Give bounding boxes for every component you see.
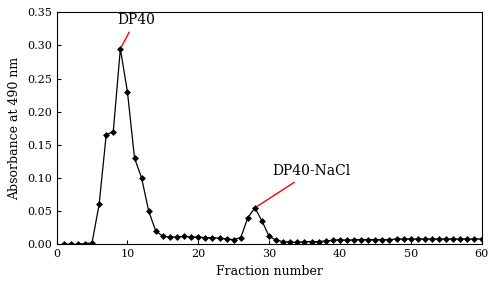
Y-axis label: Absorbance at 490 nm: Absorbance at 490 nm xyxy=(8,57,21,200)
Text: DP40-NaCl: DP40-NaCl xyxy=(257,164,351,206)
X-axis label: Fraction number: Fraction number xyxy=(216,265,323,278)
Text: DP40: DP40 xyxy=(117,13,155,46)
